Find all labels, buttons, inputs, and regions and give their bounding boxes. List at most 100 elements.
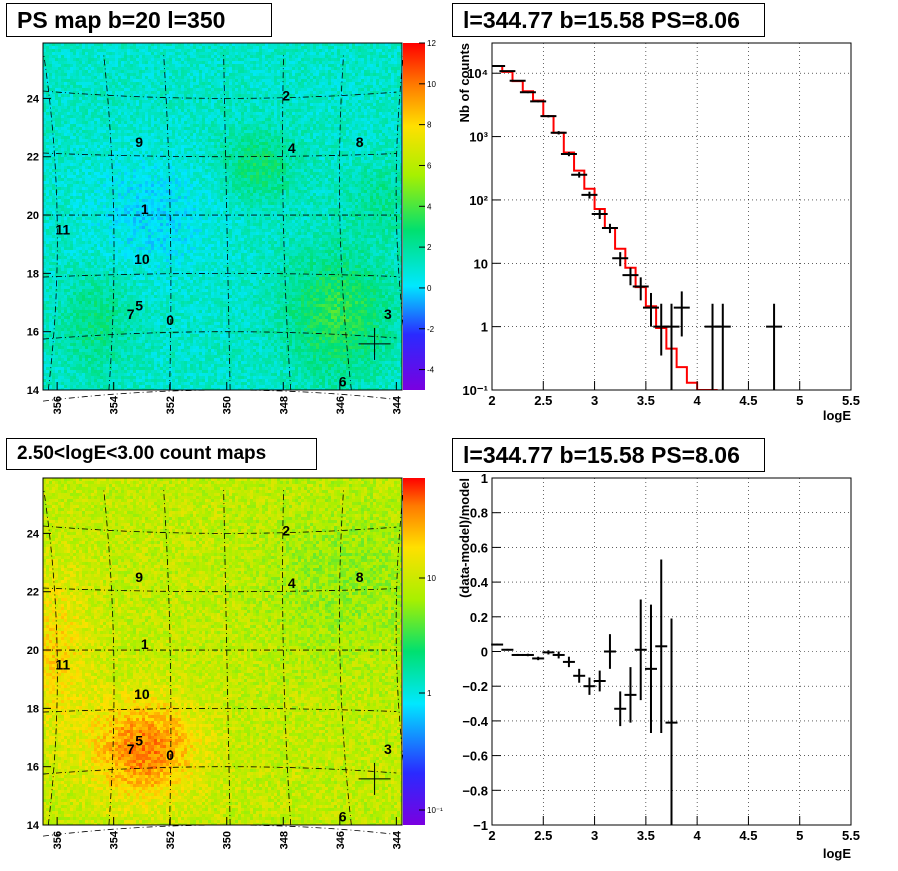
heatmap-cell: [385, 46, 388, 49]
heatmap-cell: [70, 130, 73, 133]
heatmap-cell: [127, 142, 130, 145]
heatmap-cell: [241, 151, 244, 154]
heatmap-cell: [181, 148, 184, 151]
heatmap-cell: [241, 145, 244, 148]
heatmap-cell: [190, 91, 193, 94]
heatmap-cell: [376, 163, 379, 166]
heatmap-cell: [394, 55, 397, 58]
heatmap-cell: [205, 106, 208, 109]
heatmap-cell: [262, 58, 265, 61]
heatmap-cell: [196, 73, 199, 76]
heatmap-cell: [253, 163, 256, 166]
heatmap-cell: [349, 157, 352, 160]
heatmap-cell: [55, 106, 58, 109]
heatmap-cell: [262, 148, 265, 151]
heatmap-cell: [103, 52, 106, 55]
heatmap-cell: [349, 163, 352, 166]
heatmap-cell: [301, 88, 304, 91]
heatmap-cell: [49, 160, 52, 163]
heatmap-cell: [106, 46, 109, 49]
heatmap-cell: [214, 58, 217, 61]
heatmap-cell: [70, 151, 73, 154]
heatmap-cell: [370, 61, 373, 64]
heatmap-cell: [376, 73, 379, 76]
heatmap-cell: [100, 112, 103, 115]
heatmap-cell: [295, 46, 298, 49]
heatmap-cell: [397, 76, 400, 79]
heatmap-cell: [217, 106, 220, 109]
heatmap-cell: [109, 109, 112, 112]
heatmap-cell: [247, 112, 250, 115]
heatmap-cell: [379, 124, 382, 127]
heatmap-cell: [292, 61, 295, 64]
heatmap-cell: [82, 55, 85, 58]
heatmap-cell: [301, 100, 304, 103]
heatmap-cell: [136, 112, 139, 115]
heatmap-cell: [349, 85, 352, 88]
heatmap-cell: [337, 55, 340, 58]
heatmap-cell: [184, 136, 187, 139]
heatmap-cell: [82, 121, 85, 124]
heatmap-cell: [151, 103, 154, 106]
heatmap-cell: [61, 67, 64, 70]
heatmap-cell: [214, 109, 217, 112]
heatmap-cell: [262, 145, 265, 148]
heatmap-cell: [220, 157, 223, 160]
heatmap-cell: [223, 46, 226, 49]
heatmap-cell: [373, 70, 376, 73]
heatmap-cell: [46, 112, 49, 115]
heatmap-cell: [265, 64, 268, 67]
heatmap-cell: [55, 148, 58, 151]
heatmap-cell: [85, 163, 88, 166]
heatmap-cell: [91, 106, 94, 109]
heatmap-cell: [133, 82, 136, 85]
heatmap-cell: [232, 61, 235, 64]
heatmap-cell: [148, 61, 151, 64]
heatmap-cell: [367, 115, 370, 118]
heatmap-cell: [49, 127, 52, 130]
heatmap-cell: [187, 76, 190, 79]
heatmap-cell: [373, 94, 376, 97]
heatmap-cell: [130, 64, 133, 67]
heatmap-cell: [298, 46, 301, 49]
heatmap-cell: [349, 142, 352, 145]
heatmap-cell: [286, 61, 289, 64]
heatmap-cell: [139, 163, 142, 166]
heatmap-cell: [373, 136, 376, 139]
heatmap-cell: [307, 154, 310, 157]
heatmap-cell: [316, 160, 319, 163]
heatmap-cell: [397, 64, 400, 67]
heatmap-cell: [232, 163, 235, 166]
heatmap-cell: [235, 115, 238, 118]
heatmap-cell: [277, 100, 280, 103]
heatmap-cell: [145, 85, 148, 88]
heatmap-cell: [235, 46, 238, 49]
heatmap-cell: [52, 100, 55, 103]
heatmap-cell: [271, 106, 274, 109]
heatmap-cell: [130, 133, 133, 136]
heatmap-cell: [148, 109, 151, 112]
heatmap-cell: [391, 67, 394, 70]
heatmap-cell: [88, 64, 91, 67]
heatmap-cell: [193, 109, 196, 112]
heatmap-cell: [376, 55, 379, 58]
heatmap-cell: [121, 85, 124, 88]
heatmap-cell: [127, 79, 130, 82]
heatmap-cell: [343, 85, 346, 88]
heatmap-cell: [325, 139, 328, 142]
heatmap-cell: [379, 52, 382, 55]
heatmap-cell: [298, 130, 301, 133]
heatmap-cell: [163, 118, 166, 121]
heatmap-cell: [364, 139, 367, 142]
heatmap-cell: [97, 145, 100, 148]
heatmap-cell: [124, 79, 127, 82]
heatmap-cell: [124, 46, 127, 49]
heatmap-cell: [235, 109, 238, 112]
heatmap-cell: [118, 115, 121, 118]
heatmap-cell: [310, 82, 313, 85]
heatmap-cell: [304, 148, 307, 151]
heatmap-cell: [391, 70, 394, 73]
heatmap-cell: [103, 127, 106, 130]
heatmap-cell: [385, 112, 388, 115]
heatmap-cell: [295, 52, 298, 55]
